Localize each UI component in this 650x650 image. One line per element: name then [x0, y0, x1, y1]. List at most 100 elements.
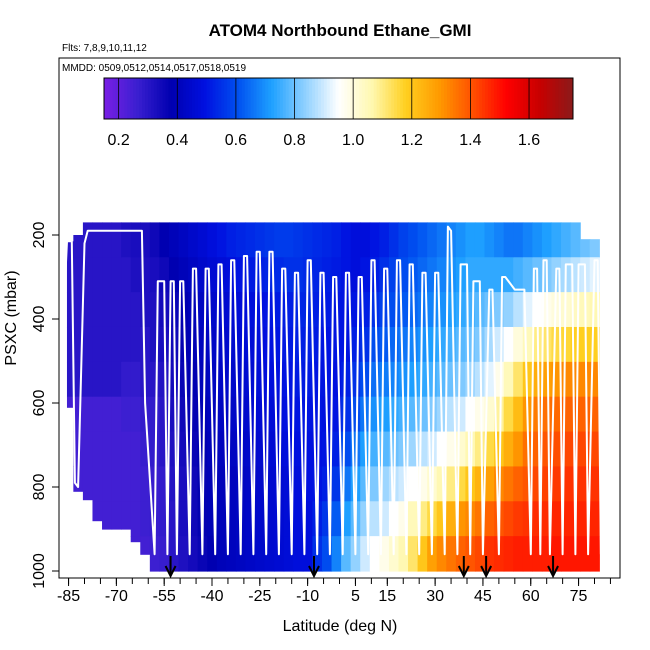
colorbar-swatch: [221, 78, 225, 119]
colorbar-swatch: [391, 78, 395, 119]
colorbar-swatch: [235, 78, 240, 119]
heatmap-cell: [207, 257, 218, 293]
heatmap-cell: [436, 326, 447, 363]
heatmap-cell: [455, 222, 466, 258]
heatmap-cell: [570, 257, 581, 293]
heatmap-cell: [130, 396, 141, 433]
heatmap-cell: [360, 536, 371, 572]
colorbar-swatch: [438, 78, 442, 119]
colorbar-swatch: [338, 78, 342, 119]
heatmap-cell: [503, 361, 514, 398]
heatmap-cell: [436, 257, 447, 293]
heatmap-cell: [580, 239, 591, 258]
heatmap-cell: [589, 466, 600, 502]
heatmap-cell: [140, 536, 151, 555]
heatmap-cell: [188, 431, 199, 468]
heatmap-cell: [513, 466, 524, 502]
heatmap-cell: [532, 222, 543, 258]
heatmap-cell: [130, 222, 141, 258]
colorbar-tick-label: 0.8: [283, 132, 305, 149]
heatmap-cell: [513, 222, 524, 258]
heatmap-cell: [503, 466, 514, 502]
heatmap-cell: [226, 326, 237, 363]
heatmap-cell: [226, 396, 237, 433]
heatmap-cell: [188, 466, 199, 502]
colorbar-swatch: [259, 78, 263, 119]
heatmap-cell: [130, 257, 141, 293]
heatmap-cell: [408, 326, 419, 363]
heatmap-cell: [369, 361, 380, 398]
heatmap-cell: [398, 501, 409, 537]
heatmap-cell: [130, 431, 141, 468]
heatmap-cell: [379, 222, 390, 258]
heatmap-cell: [168, 501, 180, 537]
colorbar-tick-label: 1.4: [459, 132, 481, 149]
flight-profile-line: [59, 225, 602, 556]
colorbar-swatch: [517, 78, 521, 119]
heatmap-cell: [388, 222, 400, 258]
heatmap-cell: [168, 396, 180, 433]
heatmap-cell: [255, 326, 266, 363]
heatmap-cell: [82, 257, 94, 293]
colorbar-swatch: [320, 78, 325, 119]
heatmap-cell: [341, 431, 352, 468]
heatmap-cell: [551, 361, 562, 398]
colorbar-swatch: [250, 78, 254, 119]
heatmap-cell: [455, 361, 466, 398]
colorbar-swatch: [549, 78, 553, 119]
x-axis: -85 -70 -55 -40 -25 -10 5 15 30 45 60 75: [57, 578, 611, 605]
colorbar-swatch: [150, 78, 155, 119]
heatmap-cell: [580, 431, 591, 468]
heatmap-cell: [264, 326, 275, 363]
heatmap-cell: [255, 222, 266, 258]
heatmap-cell: [121, 431, 132, 468]
colorbar-swatch: [370, 78, 375, 119]
heatmap-cell: [474, 536, 486, 572]
heatmap-cell: [589, 536, 600, 572]
heatmap-cell: [379, 466, 390, 502]
colorbar-swatch: [429, 78, 433, 119]
heatmap-cell: [216, 536, 227, 572]
colorbar-swatch: [435, 78, 439, 119]
heatmap-cell: [274, 326, 285, 363]
heatmap-cell: [283, 292, 294, 328]
colorbar-swatch: [397, 78, 401, 119]
colorbar-swatch: [411, 78, 416, 119]
colorbar-swatch: [177, 78, 181, 119]
heatmap-cell: [302, 501, 313, 537]
colorbar-swatch: [414, 78, 419, 119]
heatmap-cell: [388, 257, 400, 293]
heatmap-cell: [541, 466, 553, 502]
heatmap-cell: [398, 536, 409, 572]
colorbar-swatch: [496, 78, 501, 119]
x-tick-label: -85: [57, 588, 80, 605]
heatmap-cell: [436, 222, 447, 258]
heatmap-cell: [188, 396, 199, 433]
colorbar-swatch: [139, 78, 143, 119]
heatmap-cell: [360, 257, 371, 293]
heatmap-cell: [92, 431, 103, 468]
heatmap-cell: [369, 501, 380, 537]
colorbar-swatch: [364, 78, 369, 119]
heatmap-cell: [503, 501, 514, 537]
colorbar-swatch: [212, 78, 216, 119]
x-tick-label: -40: [200, 588, 223, 605]
heatmap-cell: [369, 536, 380, 572]
heatmap-cell: [140, 292, 151, 328]
heatmap-cell: [417, 361, 428, 398]
colorbar-swatch: [508, 78, 512, 119]
heatmap-cell: [484, 326, 495, 363]
heatmap-cell: [350, 396, 361, 433]
colorbar-swatch: [529, 78, 533, 119]
heatmap-cell: [130, 501, 141, 537]
heatmap-cell: [207, 292, 218, 328]
heatmap-cell: [388, 396, 400, 433]
heatmap-cell: [321, 222, 333, 258]
heatmap-cell: [398, 326, 409, 363]
heatmap-cell: [561, 431, 572, 468]
colorbar-swatch: [256, 78, 260, 119]
heatmap-cell: [503, 396, 514, 433]
heatmap-cell: [140, 466, 151, 502]
heatmap-cell: [82, 292, 94, 328]
heatmap-cell: [274, 361, 285, 398]
